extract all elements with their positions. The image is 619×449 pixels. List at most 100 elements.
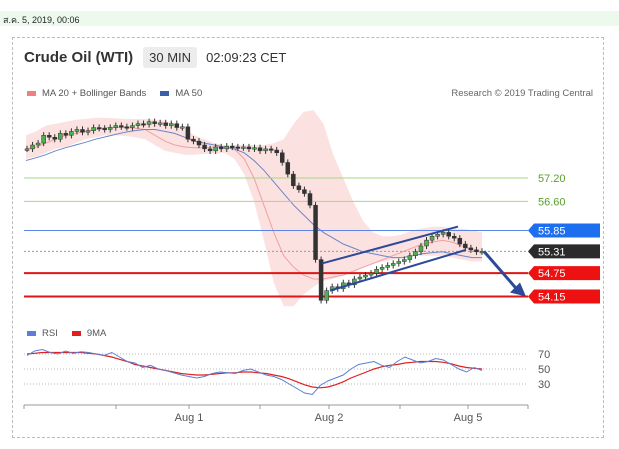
candle-body	[374, 269, 379, 274]
candle-body	[74, 129, 80, 132]
candle-body	[157, 122, 163, 125]
legend-ma50-label: MA 50	[175, 88, 203, 99]
channel-lower-line	[329, 248, 467, 292]
candle-body	[124, 126, 130, 129]
price-level-tag-label: 54.15	[538, 291, 566, 303]
legend-ma20-label: MA 20 + Bollinger Bands	[42, 88, 147, 99]
x-tick-label: Aug 2	[315, 412, 344, 424]
ma50-swatch	[160, 91, 170, 96]
rsi-swatch	[27, 331, 36, 336]
candle-body	[207, 148, 213, 152]
candle-body	[180, 126, 185, 129]
candle-body	[58, 133, 63, 140]
rsi-tick-label: 70	[538, 349, 550, 361]
ma9-swatch	[71, 331, 81, 336]
rsi-line	[26, 348, 483, 396]
candle-body	[302, 189, 307, 194]
candle-body	[279, 152, 285, 163]
candle-body	[396, 261, 402, 264]
candle-body	[96, 127, 102, 130]
candle-body	[291, 173, 296, 187]
candle-body	[463, 243, 468, 249]
candle-body	[230, 145, 235, 148]
candle-body	[46, 135, 52, 138]
price-level-tag	[528, 289, 600, 304]
forecast-arrow-head	[510, 282, 526, 297]
candle-body	[107, 127, 113, 130]
legend-rsi: RSI	[27, 328, 58, 339]
candle-body	[35, 142, 41, 146]
candle-body	[213, 146, 218, 152]
research-credit: Research © 2019 Trading Central	[451, 88, 593, 99]
candle-body	[185, 126, 191, 140]
candle-body	[263, 148, 268, 152]
candle-body	[119, 125, 124, 128]
price-level-tag-label: 55.85	[538, 225, 566, 237]
chart-frame	[12, 37, 604, 438]
candle-body	[191, 138, 196, 142]
candle-body	[446, 232, 451, 237]
candle-body	[69, 131, 74, 136]
candle-body	[80, 129, 85, 133]
bollinger-band	[26, 110, 482, 307]
server-time: 02:09:23 CET	[206, 49, 287, 65]
price-level-tag-label: 55.31	[538, 246, 566, 258]
candle-body	[385, 265, 390, 268]
candle-body	[52, 136, 57, 140]
rsi-legend: RSI 9MA	[27, 328, 120, 339]
candle-body	[241, 146, 246, 149]
candle-body	[91, 127, 96, 131]
candle-body	[141, 123, 146, 126]
timestamp-bar: ส.ค. 5, 2019, 00:06	[0, 11, 619, 26]
legend-rsi-label: RSI	[42, 328, 58, 339]
candle-body	[252, 147, 257, 150]
candle-body	[457, 237, 463, 245]
ma50-line	[25, 129, 482, 259]
candle-body	[41, 135, 46, 144]
candle-body	[257, 147, 263, 152]
rsi-tick-label: 30	[538, 379, 550, 391]
candle-body	[324, 290, 329, 301]
legend-ma20: MA 20 + Bollinger Bands	[27, 88, 146, 99]
candle-body	[424, 239, 429, 247]
timeframe-badge[interactable]: 30 MIN	[143, 46, 198, 68]
rsi-tick-label: 50	[538, 364, 550, 376]
candle-body	[429, 236, 435, 241]
price-level-tag	[528, 266, 600, 281]
candle-body	[452, 236, 457, 239]
candle-body	[440, 232, 446, 235]
channel-upper-line	[321, 225, 459, 265]
x-tick-label: Aug 5	[454, 412, 483, 424]
candle-body	[357, 276, 363, 280]
candle-body	[224, 145, 230, 150]
x-tick-label: Aug 1	[175, 412, 204, 424]
chart-header: Crude Oil (WTI) 30 MIN 02:09:23 CET	[24, 44, 286, 70]
candle-body	[202, 144, 207, 150]
candle-body	[402, 259, 407, 262]
legend-ma9: 9MA	[71, 328, 106, 339]
candle-body	[307, 193, 313, 206]
candle-body	[30, 144, 35, 150]
candle-body	[318, 259, 324, 301]
candle-body	[102, 128, 107, 131]
price-level-label: 57.20	[538, 173, 566, 185]
candle-body	[246, 146, 252, 150]
candle-body	[63, 133, 69, 136]
price-level-tag-label: 54.75	[538, 268, 566, 280]
candle-body	[468, 247, 474, 251]
candle-body	[435, 234, 440, 237]
price-level-tag	[528, 244, 600, 259]
candle-body	[24, 148, 30, 151]
candle-body	[418, 245, 424, 253]
candle-body	[135, 123, 141, 126]
candle-body	[313, 204, 318, 260]
candle-body	[407, 255, 413, 260]
candle-body	[113, 125, 119, 128]
candle-body	[152, 121, 157, 124]
candle-body	[390, 263, 396, 266]
instrument-title: Crude Oil (WTI)	[24, 48, 134, 66]
timestamp-text: ส.ค. 5, 2019, 00:06	[3, 15, 80, 25]
candle-body	[474, 249, 479, 253]
candle-body	[146, 121, 152, 125]
